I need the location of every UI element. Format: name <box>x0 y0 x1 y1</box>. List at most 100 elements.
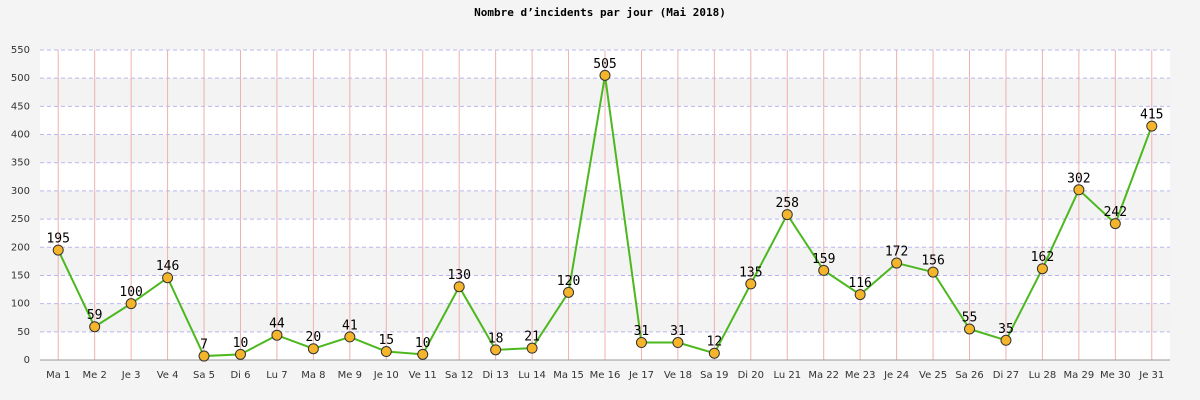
value-label: 162 <box>1031 250 1054 265</box>
y-tick-label: 450 <box>11 101 30 112</box>
marker <box>818 264 830 276</box>
x-tick-label: Je 3 <box>121 370 141 381</box>
value-label: 302 <box>1067 171 1090 186</box>
x-tick-label: Je 17 <box>628 370 654 381</box>
marker <box>1036 263 1048 275</box>
value-label: 10 <box>233 336 249 351</box>
marker <box>526 342 538 354</box>
value-label: 146 <box>156 259 179 274</box>
y-tick-label: 150 <box>11 270 30 281</box>
chart-title: Nombre d’incidents par jour (Mai 2018) <box>474 6 726 19</box>
value-label: 15 <box>378 333 394 348</box>
marker <box>89 321 101 333</box>
marker <box>708 347 720 359</box>
value-label: 172 <box>885 245 908 260</box>
x-tick-label: Ve 18 <box>664 370 692 381</box>
x-tick-label: Me 23 <box>845 370 876 381</box>
y-tick-label: 500 <box>11 73 30 84</box>
marker <box>891 257 903 269</box>
value-label: 130 <box>447 268 470 283</box>
marker <box>1109 218 1121 230</box>
x-tick-label: Sa 12 <box>445 370 473 381</box>
marker <box>490 344 502 356</box>
y-tick-label: 300 <box>11 186 30 197</box>
marker <box>125 298 137 310</box>
marker <box>1000 334 1012 346</box>
marker <box>599 69 611 81</box>
x-tick-label: Di 27 <box>993 370 1019 381</box>
value-label: 415 <box>1140 108 1163 123</box>
value-label: 12 <box>707 335 723 350</box>
x-tick-label: Me 9 <box>338 370 362 381</box>
y-tick-label: 550 <box>11 45 30 56</box>
value-label: 44 <box>269 317 285 332</box>
value-label: 18 <box>488 331 504 346</box>
value-label: 55 <box>962 311 978 326</box>
x-tick-label: Ma 29 <box>1064 370 1095 381</box>
x-tick-label: Je 31 <box>1138 370 1164 381</box>
marker <box>927 266 939 278</box>
marker <box>198 350 210 362</box>
value-label: 100 <box>119 285 142 300</box>
x-tick-label: Di 6 <box>230 370 250 381</box>
x-tick-label: Me 16 <box>590 370 621 381</box>
x-tick-label: Ve 25 <box>919 370 947 381</box>
marker <box>854 289 866 301</box>
marker <box>271 329 283 341</box>
x-tick-label: Je 24 <box>883 370 909 381</box>
marker <box>635 337 647 349</box>
value-label: 7 <box>200 338 208 353</box>
value-label: 258 <box>776 196 799 211</box>
x-tick-label: Di 20 <box>738 370 764 381</box>
value-label: 21 <box>524 330 540 345</box>
x-tick-label: Di 13 <box>482 370 508 381</box>
marker <box>781 209 793 221</box>
value-label: 35 <box>998 322 1014 337</box>
x-tick-label: Ve 4 <box>157 370 179 381</box>
x-tick-label: Me 30 <box>1100 370 1131 381</box>
marker <box>1146 120 1158 132</box>
marker <box>1073 184 1085 196</box>
value-label: 505 <box>593 57 616 72</box>
y-tick-label: 350 <box>11 158 30 169</box>
value-label: 195 <box>46 232 69 247</box>
value-label: 10 <box>415 336 431 351</box>
value-label: 20 <box>306 330 322 345</box>
x-tick-label: Ma 1 <box>46 370 70 381</box>
value-label: 159 <box>812 252 835 267</box>
x-tick-label: Je 10 <box>373 370 399 381</box>
marker <box>563 286 575 298</box>
marker <box>162 272 174 284</box>
y-tick-label: 100 <box>11 299 30 310</box>
x-tick-label: Lu 7 <box>266 370 287 381</box>
marker <box>672 337 684 349</box>
x-tick-label: Ve 11 <box>409 370 437 381</box>
marker <box>234 348 246 360</box>
x-tick-label: Lu 28 <box>1029 370 1057 381</box>
y-tick-label: 200 <box>11 242 30 253</box>
value-label: 156 <box>921 254 944 269</box>
x-tick-label: Sa 19 <box>700 370 728 381</box>
y-tick-label: 50 <box>17 327 30 338</box>
x-tick-label: Me 2 <box>83 370 107 381</box>
value-label: 59 <box>87 308 103 323</box>
marker <box>52 244 64 256</box>
y-tick-label: 400 <box>11 130 30 141</box>
x-tick-label: Ma 22 <box>808 370 839 381</box>
x-tick-label: Sa 5 <box>193 370 215 381</box>
y-tick-label: 250 <box>11 214 30 225</box>
marker <box>417 348 429 360</box>
y-tick-label: 0 <box>24 355 30 366</box>
value-label: 242 <box>1104 205 1127 220</box>
x-tick-label: Ma 8 <box>301 370 325 381</box>
marker <box>745 278 757 290</box>
x-tick-label: Sa 26 <box>955 370 983 381</box>
marker <box>453 281 465 293</box>
value-label: 120 <box>557 274 580 289</box>
marker <box>344 331 356 343</box>
x-tick-label: Ma 15 <box>553 370 584 381</box>
value-label: 135 <box>739 265 762 280</box>
value-label: 31 <box>670 324 686 339</box>
marker <box>307 343 319 355</box>
